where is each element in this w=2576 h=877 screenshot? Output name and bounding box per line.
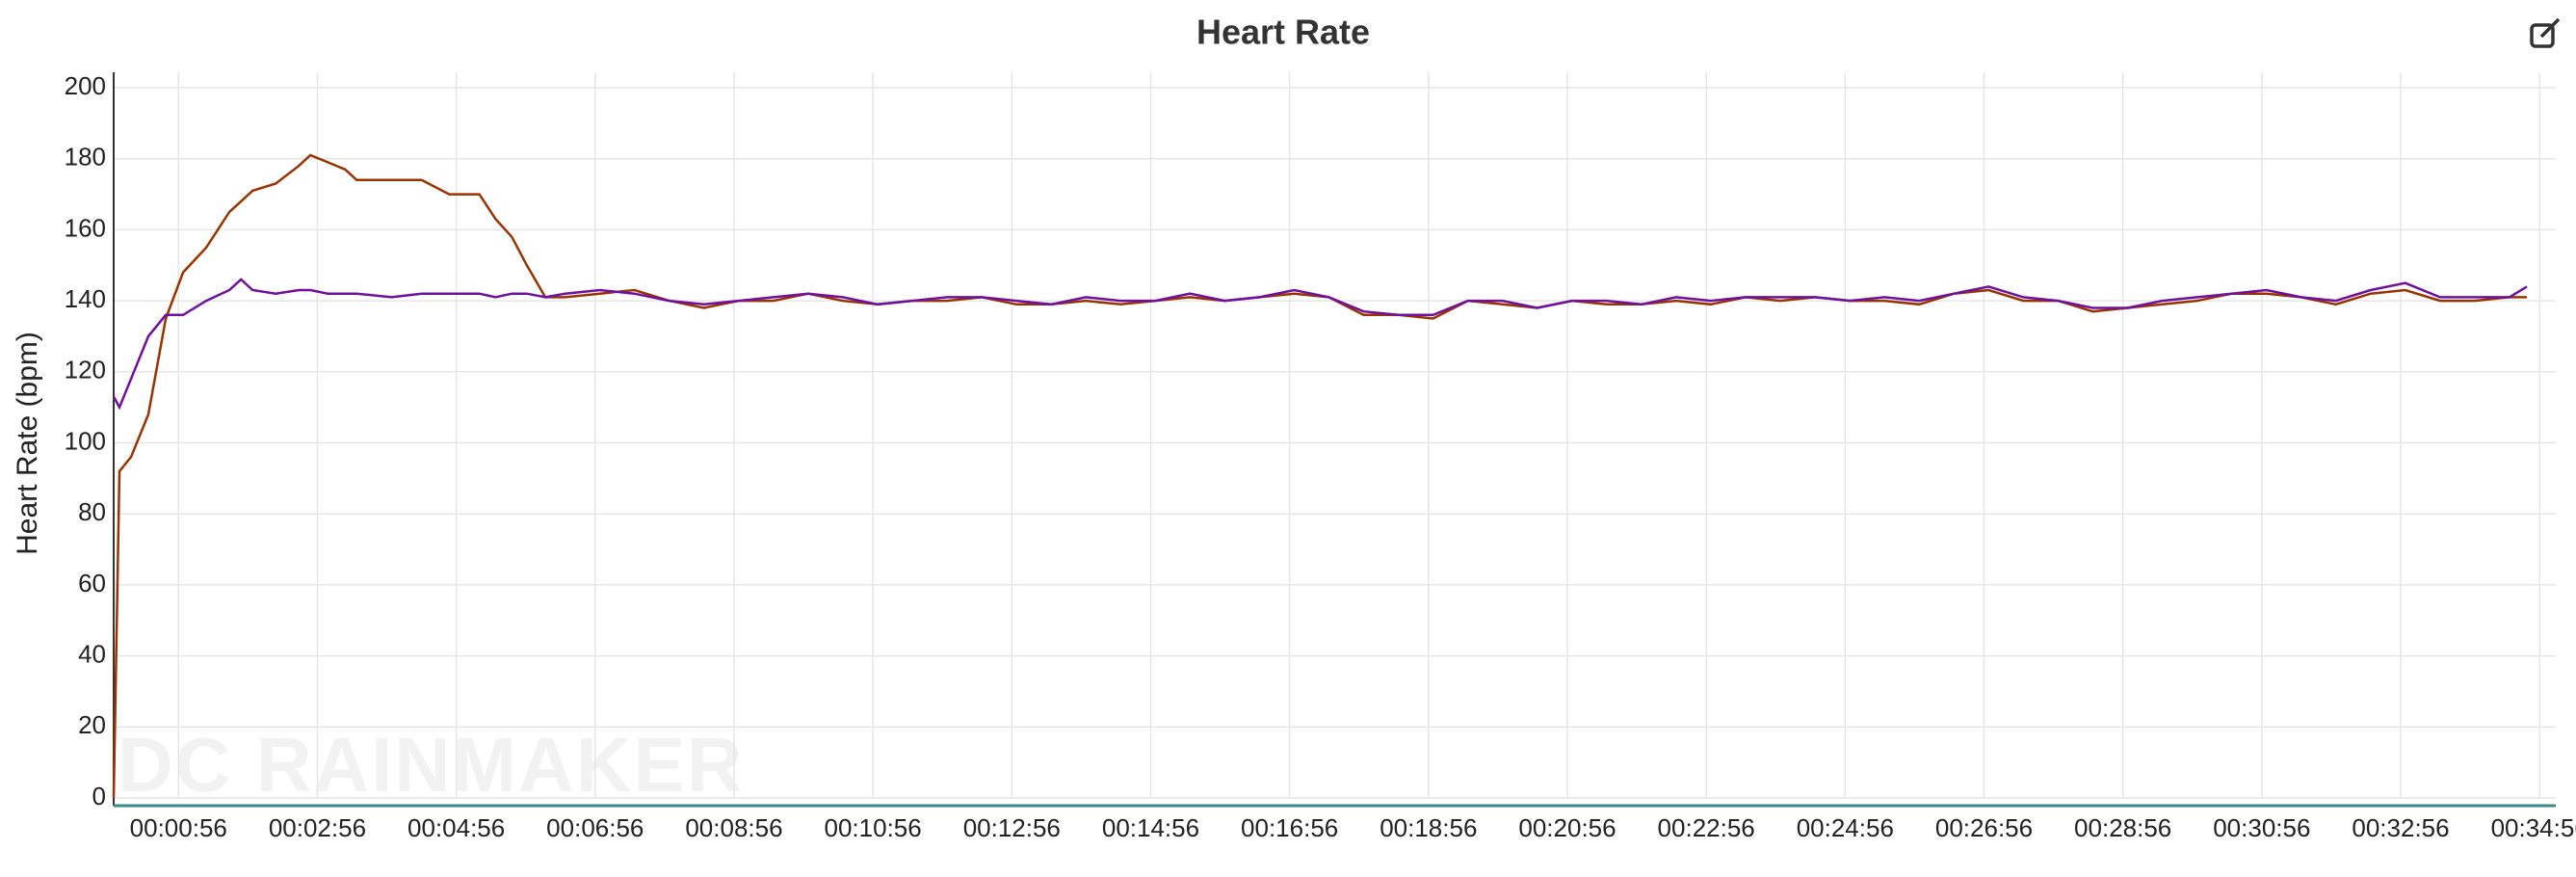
x-tick-label: 00:00:56 xyxy=(130,813,227,842)
series-line xyxy=(112,278,2528,411)
edit-icon[interactable] xyxy=(2530,17,2561,48)
y-tick-label: 200 xyxy=(65,71,106,100)
x-tick-label: 00:12:56 xyxy=(963,813,1061,842)
x-tick-label: 00:18:56 xyxy=(1380,813,1477,842)
y-tick-label: 140 xyxy=(65,284,106,313)
x-tick-label: 00:28:56 xyxy=(2074,813,2171,842)
x-tick-label: 00:26:56 xyxy=(1935,813,2033,842)
x-tick-label: 00:20:56 xyxy=(1518,813,1616,842)
x-tick-label: 00:06:56 xyxy=(546,813,644,842)
x-tick-label: 00:02:56 xyxy=(269,813,366,842)
y-tick-label: 0 xyxy=(92,782,106,811)
y-tick-label: 20 xyxy=(78,710,106,739)
x-tick-label: 00:08:56 xyxy=(685,813,782,842)
y-tick-label: 180 xyxy=(65,143,106,172)
x-tick-label: 00:14:56 xyxy=(1102,813,1199,842)
y-tick-label: 80 xyxy=(78,497,106,526)
x-tick-label: 00:30:56 xyxy=(2213,813,2310,842)
y-tick-label: 60 xyxy=(78,569,106,598)
x-tick-label: 00:34:56 xyxy=(2491,813,2576,842)
x-tick-label: 00:04:56 xyxy=(407,813,505,842)
y-tick-label: 120 xyxy=(65,356,106,385)
y-tick-label: 100 xyxy=(65,426,106,455)
y-tick-label: 160 xyxy=(65,213,106,242)
y-axis-label: Heart Rate (bpm) xyxy=(12,332,43,555)
x-tick-label: 00:16:56 xyxy=(1241,813,1338,842)
y-tick-label: 40 xyxy=(78,639,106,668)
chart-title: Heart Rate xyxy=(1196,13,1370,52)
watermark: DC RAINMAKER xyxy=(118,722,745,808)
x-tick-label: 00:24:56 xyxy=(1797,813,1894,842)
x-tick-label: 00:10:56 xyxy=(825,813,922,842)
series-line xyxy=(112,153,2527,799)
x-tick-label: 00:32:56 xyxy=(2352,813,2449,842)
x-tick-label: 00:22:56 xyxy=(1658,813,1755,842)
